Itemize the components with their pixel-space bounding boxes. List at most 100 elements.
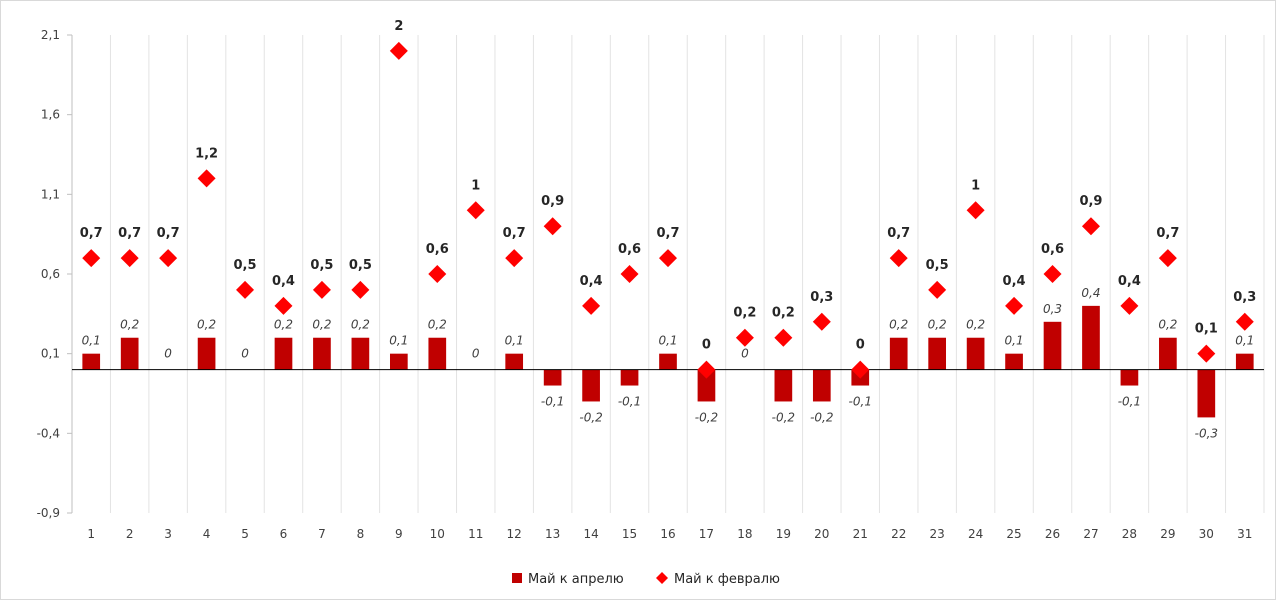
- bar-data-label: 0,2: [312, 318, 331, 332]
- bar-data-label: 0: [472, 347, 480, 361]
- point-data-label: 0: [702, 338, 711, 353]
- point-marker: [1120, 296, 1139, 315]
- point-marker: [82, 249, 101, 268]
- bar: [120, 337, 139, 370]
- x-tick-label: 2: [126, 527, 134, 541]
- x-tick-label: 3: [164, 527, 172, 541]
- x-tick-label: 23: [930, 527, 945, 541]
- bar-data-label: -0,1: [1118, 395, 1141, 409]
- bar: [697, 369, 716, 402]
- x-tick-label: 25: [1006, 527, 1021, 541]
- point-marker: [582, 296, 601, 315]
- bar: [82, 353, 101, 370]
- bar: [1235, 353, 1254, 370]
- point-data-label: 0,9: [1079, 194, 1102, 209]
- point-data-label: 0,7: [656, 226, 679, 241]
- bar-data-label: 0,2: [1158, 318, 1177, 332]
- x-tick-label: 13: [545, 527, 560, 541]
- x-tick-label: 20: [814, 527, 829, 541]
- point-data-label: 2: [394, 19, 403, 34]
- bar: [1159, 337, 1177, 370]
- point-marker: [1235, 312, 1254, 331]
- bar: [351, 337, 370, 370]
- x-tick-label: 31: [1237, 527, 1252, 541]
- bar: [543, 369, 562, 386]
- bar-data-label: 0,1: [82, 334, 101, 348]
- x-tick-label: 12: [507, 527, 522, 541]
- legend-swatch-bar: [512, 573, 522, 583]
- point-data-label: 0,5: [234, 258, 257, 273]
- point-data-label: 0,7: [80, 226, 103, 241]
- point-marker: [659, 249, 677, 268]
- point-data-label: 0,6: [426, 242, 449, 257]
- bar-data-label: -0,3: [1195, 426, 1218, 440]
- bar: [966, 337, 985, 370]
- point-marker: [774, 328, 793, 347]
- point-data-label: 0: [856, 338, 865, 353]
- x-tick-label: 24: [968, 527, 983, 541]
- point-marker: [1043, 265, 1062, 283]
- point-marker: [120, 249, 139, 268]
- point-marker: [1081, 217, 1100, 236]
- point-marker: [889, 249, 908, 268]
- bar: [1197, 369, 1216, 418]
- x-tick-label: 10: [430, 527, 445, 541]
- bar-data-label: 0,2: [428, 318, 447, 332]
- y-tick-label: -0,4: [37, 426, 60, 440]
- bar-data-label: 0,2: [197, 318, 216, 332]
- point-data-label: 0,2: [733, 306, 756, 321]
- x-tick-label: 18: [737, 527, 752, 541]
- x-tick-label: 1: [87, 527, 95, 541]
- bar-data-label: 0,2: [351, 318, 370, 332]
- bar-data-label: 0,1: [658, 334, 677, 348]
- bar: [428, 337, 447, 370]
- x-tick-label: 4: [203, 527, 211, 541]
- x-tick-label: 6: [280, 527, 288, 541]
- point-marker: [851, 360, 870, 379]
- bar-data-label: -0,1: [618, 395, 641, 409]
- point-marker: [428, 265, 447, 283]
- point-marker: [236, 280, 255, 299]
- x-tick-label: 9: [395, 527, 403, 541]
- point-data-label: 0,5: [926, 258, 949, 273]
- bar: [505, 353, 524, 370]
- y-tick-label: 0,6: [41, 267, 60, 281]
- legend-label-point: Май к февралю: [674, 572, 780, 587]
- bar-data-label: -0,1: [849, 395, 872, 409]
- bar: [1005, 353, 1023, 370]
- point-data-label: 0,6: [1041, 242, 1064, 257]
- bar: [197, 337, 216, 370]
- bar-data-label: 0,1: [389, 334, 408, 348]
- point-marker: [543, 217, 562, 236]
- bar: [812, 369, 831, 402]
- bar-data-label: 0,1: [1235, 334, 1254, 348]
- point-data-label: 0,7: [118, 226, 141, 241]
- y-tick-label: 0,1: [41, 347, 60, 361]
- point-marker: [389, 41, 408, 60]
- x-tick-label: 15: [622, 527, 637, 541]
- bar-data-label: 0,3: [1043, 302, 1062, 316]
- point-data-label: 0,3: [1233, 290, 1256, 305]
- x-tick-label: 27: [1083, 527, 1098, 541]
- bar: [1043, 321, 1062, 370]
- x-tick-label: 16: [660, 527, 675, 541]
- x-tick-label: 22: [891, 527, 906, 541]
- point-marker: [1005, 296, 1024, 315]
- bar: [928, 337, 947, 370]
- point-data-label: 0,4: [1003, 274, 1026, 289]
- bar-data-label: 0,4: [1081, 286, 1100, 300]
- y-tick-label: 1,6: [41, 108, 60, 122]
- bar-data-label: 0: [241, 347, 249, 361]
- point-marker: [197, 169, 216, 188]
- point-data-label: 1: [471, 178, 480, 193]
- point-data-label: 0,4: [1118, 274, 1141, 289]
- point-data-label: 0,9: [541, 194, 564, 209]
- legend-swatch-point: [656, 572, 668, 584]
- bar: [389, 353, 408, 370]
- point-data-label: 0,7: [157, 226, 180, 241]
- point-marker: [1158, 249, 1177, 268]
- point-marker: [274, 296, 293, 315]
- bar: [620, 369, 639, 386]
- point-data-label: 0,5: [310, 258, 333, 273]
- point-marker: [505, 249, 524, 268]
